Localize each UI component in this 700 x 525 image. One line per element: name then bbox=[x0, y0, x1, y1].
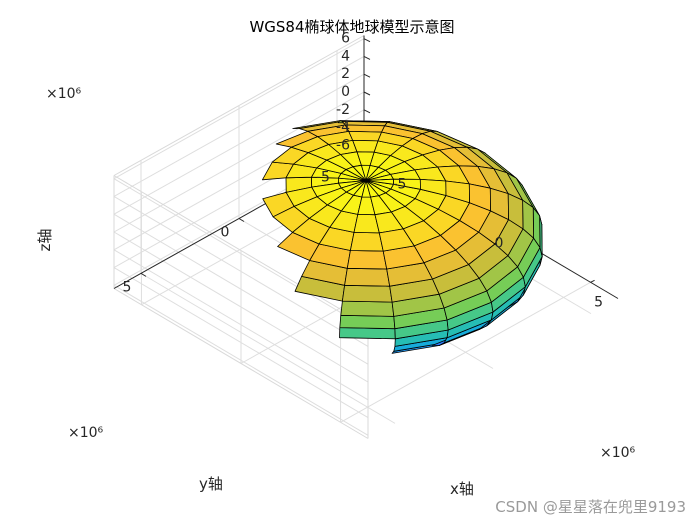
y-axis-label: y轴 bbox=[199, 475, 223, 493]
box-edge bbox=[113, 288, 369, 439]
surface-facet bbox=[348, 130, 383, 142]
z-axis-label: z轴 bbox=[36, 229, 54, 252]
grid-line bbox=[113, 73, 365, 215]
surface-facet bbox=[344, 124, 386, 133]
grid-line bbox=[140, 272, 396, 424]
surface-facet bbox=[344, 267, 391, 287]
surface-facet bbox=[339, 314, 396, 330]
grid-line bbox=[113, 38, 365, 180]
z-tick-label: -6 bbox=[336, 137, 350, 153]
grid-line bbox=[113, 231, 369, 383]
z-tick-label: 4 bbox=[341, 48, 350, 64]
z-tick-label: -2 bbox=[336, 102, 350, 118]
z-tick-label: -4 bbox=[336, 120, 350, 136]
grid-line bbox=[113, 178, 369, 330]
grid-line bbox=[113, 267, 369, 418]
z-tick bbox=[363, 56, 371, 60]
x-exponent-label: ×10⁶ bbox=[600, 445, 636, 461]
surface-facet bbox=[349, 231, 384, 252]
z-tick bbox=[363, 109, 371, 114]
surface-facet bbox=[507, 193, 524, 230]
z-tick bbox=[363, 73, 371, 78]
surface-facet bbox=[339, 327, 396, 340]
y-tick bbox=[140, 272, 147, 277]
y-exponent-label: ×10⁶ bbox=[68, 425, 104, 441]
grid-line bbox=[113, 213, 369, 365]
x-tick-label: 5 bbox=[594, 294, 603, 310]
box-edge bbox=[113, 35, 365, 176]
grid-line bbox=[113, 91, 365, 233]
surface-facet bbox=[340, 300, 395, 317]
surface-facet bbox=[341, 284, 393, 303]
y-tick-label: 0 bbox=[221, 225, 230, 241]
watermark: CSDN @星星落在兜里9193 bbox=[495, 498, 686, 516]
x-axis-label: x轴 bbox=[450, 480, 474, 498]
x-tick-label: 0 bbox=[495, 236, 504, 252]
y-tick-label: 5 bbox=[123, 279, 132, 295]
box-edge bbox=[113, 175, 369, 326]
grid-line bbox=[113, 249, 369, 401]
grid-line bbox=[113, 196, 369, 347]
z-tick bbox=[363, 91, 371, 96]
y-tick bbox=[238, 218, 245, 222]
grid-line bbox=[113, 284, 369, 436]
chart-title: WGS84椭球体地球模型示意图 bbox=[249, 18, 454, 36]
y-tick-label: -5 bbox=[316, 170, 330, 186]
grid-line bbox=[113, 56, 365, 197]
z-tick-label: 2 bbox=[341, 66, 350, 82]
x-tick bbox=[590, 279, 595, 283]
surface-facet bbox=[352, 139, 379, 153]
z-tick-label: 0 bbox=[341, 84, 350, 100]
z-exponent-label: ×10⁶ bbox=[46, 86, 82, 102]
z-tick bbox=[363, 38, 371, 43]
z-tick-label: 6 bbox=[341, 31, 350, 47]
ellipsoid-surface bbox=[261, 120, 543, 354]
x-tick-label: -5 bbox=[392, 177, 406, 193]
surface-facet bbox=[346, 250, 388, 270]
axis-ticks: -5 0 5 -5 0 5 -6-4 -2 0 2 46 bbox=[123, 31, 603, 311]
